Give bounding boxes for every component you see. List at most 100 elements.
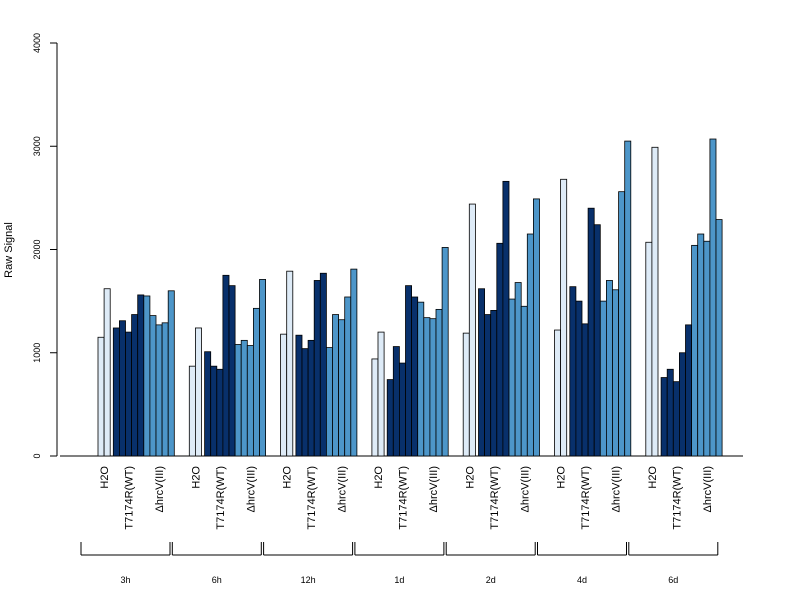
- bar: [660, 377, 668, 457]
- bar: [97, 336, 105, 457]
- y-tick-label: 0: [32, 453, 42, 458]
- category-label: H2O: [282, 466, 294, 489]
- bar: [508, 298, 516, 457]
- bar: [606, 280, 613, 457]
- bar: [691, 244, 699, 457]
- y-axis-label: Raw Signal: [3, 222, 15, 278]
- bar: [423, 317, 431, 457]
- bar: [252, 307, 260, 457]
- category-label: T7174R(WT): [397, 466, 409, 530]
- bar: [618, 191, 626, 457]
- bar: [679, 352, 686, 457]
- bar: [131, 314, 139, 457]
- bar: [520, 305, 528, 457]
- y-axis: 0 1000 2000 3000 4000: [32, 33, 58, 459]
- category-label: T7174R(WT): [489, 466, 501, 530]
- bar: [435, 308, 443, 457]
- category-label: ΔhrcV(III): [611, 466, 623, 512]
- bar: [259, 279, 266, 457]
- bar: [392, 346, 400, 457]
- timepoint-label: 3h: [120, 575, 130, 585]
- bar: [478, 288, 485, 457]
- category-label: ΔhrcV(III): [154, 466, 166, 512]
- category-label: T7174R(WT): [306, 466, 318, 530]
- bar: [161, 322, 169, 457]
- category-label: ΔhrcV(III): [428, 466, 440, 512]
- category-labels: H2O T7174R(WT) ΔhrcV(III) H2O T7174R(WT) Δhrc…: [99, 466, 714, 530]
- bar: [240, 339, 248, 457]
- bar: [575, 300, 583, 457]
- bar: [112, 327, 120, 457]
- category-label: H2O: [464, 466, 476, 489]
- bar: [325, 347, 333, 457]
- bar: [715, 219, 723, 457]
- bar: [554, 329, 561, 457]
- y-tick-label: 3000: [32, 136, 42, 156]
- timepoint-label: 4d: [577, 575, 587, 585]
- bar: [502, 180, 510, 457]
- bar: [709, 138, 717, 457]
- timepoint-label: 1d: [394, 575, 404, 585]
- bar: [569, 286, 577, 457]
- bar: [286, 270, 294, 457]
- bar: [593, 224, 601, 457]
- bar: [338, 319, 346, 457]
- category-label: H2O: [373, 466, 385, 489]
- bar: [332, 314, 339, 457]
- bar: [398, 362, 406, 457]
- bar: [125, 331, 132, 457]
- bar: [514, 282, 522, 457]
- bar: [624, 140, 632, 457]
- y-tick-label: 4000: [32, 33, 42, 53]
- bar: [386, 379, 394, 457]
- bar: [194, 327, 202, 457]
- timepoint-label: 6d: [668, 575, 678, 585]
- bar: [319, 272, 327, 457]
- timepoint-label: 6h: [212, 575, 222, 585]
- category-label: T7174R(WT): [671, 466, 683, 530]
- bar: [280, 333, 288, 457]
- bar: [697, 233, 705, 457]
- bar: [599, 300, 607, 457]
- bar: [216, 368, 224, 457]
- bar: [651, 146, 659, 457]
- category-label: T7174R(WT): [215, 466, 227, 530]
- bar: [685, 324, 692, 457]
- bar: [560, 178, 568, 457]
- bar: [350, 268, 358, 457]
- timepoint-label: 12h: [301, 575, 316, 585]
- bar: [405, 285, 412, 457]
- bar: [666, 368, 674, 457]
- bar: [228, 285, 236, 457]
- bar: [672, 381, 680, 457]
- bar: [484, 314, 492, 457]
- bar: [149, 315, 157, 457]
- y-tick-label: 2000: [32, 239, 42, 259]
- bar: [204, 351, 212, 457]
- bar: [155, 324, 163, 457]
- category-label: ΔhrcV(III): [337, 466, 349, 512]
- category-label: T7174R(WT): [580, 466, 592, 530]
- category-label: H2O: [99, 466, 111, 489]
- bar: [526, 233, 534, 457]
- bar: [295, 334, 303, 457]
- bar: [581, 323, 589, 457]
- bar: [344, 296, 352, 457]
- bar: [441, 247, 449, 457]
- bar: [301, 348, 309, 457]
- category-label: ΔhrcV(III): [702, 466, 714, 512]
- bar: [234, 344, 242, 457]
- bar: [137, 294, 145, 457]
- category-label: T7174R(WT): [124, 466, 136, 530]
- category-label: H2O: [647, 466, 659, 489]
- category-label: H2O: [190, 466, 202, 489]
- bar: [313, 280, 321, 457]
- bar: [188, 365, 196, 457]
- bar: [210, 365, 218, 457]
- category-label: ΔhrcV(III): [245, 466, 257, 512]
- bar: [587, 207, 595, 457]
- bar: [645, 241, 653, 457]
- bar: [490, 310, 498, 457]
- bar: [246, 345, 254, 457]
